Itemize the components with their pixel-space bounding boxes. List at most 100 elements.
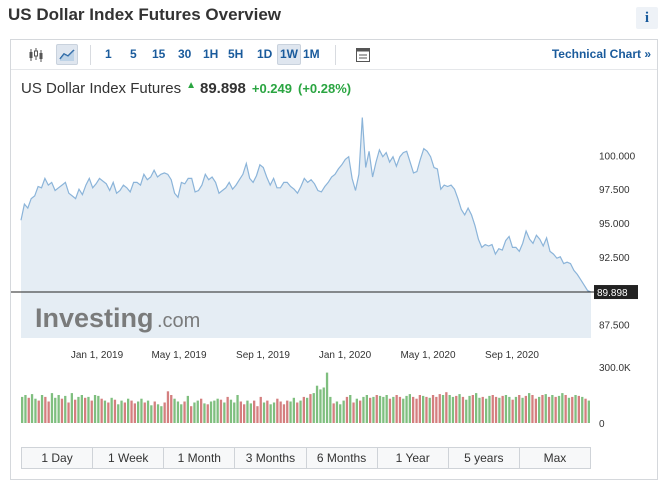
interval-1h[interactable]: 1H — [203, 47, 219, 61]
toolbar-separator — [90, 45, 91, 65]
volume-bar — [302, 396, 305, 423]
volume-bar — [541, 395, 544, 423]
volume-bar — [37, 400, 40, 423]
volume-bar — [528, 393, 531, 423]
volume-bar — [448, 395, 451, 423]
volume-bar — [209, 401, 213, 423]
volume-tick-label: 300.0K — [599, 363, 631, 374]
last-price-box — [594, 285, 638, 300]
volume-bar — [180, 404, 183, 423]
volume-bar — [146, 400, 150, 423]
volume-bar — [511, 399, 514, 423]
volume-bar — [319, 389, 322, 423]
volume-bar — [70, 393, 73, 423]
interval-1[interactable]: 1 — [105, 47, 112, 61]
volume-bar — [435, 396, 438, 423]
volume-bar — [127, 398, 130, 423]
volume-bar — [100, 398, 103, 423]
interval-30[interactable]: 30 — [178, 47, 192, 61]
range-button-5-years[interactable]: 5 years — [448, 448, 520, 468]
range-button-1-year[interactable]: 1 Year — [377, 448, 449, 468]
y-tick-label: 87.500 — [599, 320, 630, 331]
volume-bar — [408, 394, 411, 423]
range-button-6-months[interactable]: 6 Months — [306, 448, 378, 468]
volume-bar — [325, 372, 329, 423]
volume-bar — [524, 395, 527, 423]
line-chart-icon[interactable] — [56, 44, 78, 65]
volume-bar — [554, 396, 557, 423]
range-button-max[interactable]: Max — [519, 448, 590, 468]
price-change: +0.249 — [251, 81, 292, 96]
info-button[interactable]: i — [636, 7, 658, 29]
volume-bar — [557, 395, 561, 423]
volume-bar — [97, 395, 100, 423]
volume-bar — [309, 394, 312, 423]
price-chart[interactable]: 100.000 97.500 95.000 92.500 87.500 89.898 Inv… — [11, 40, 657, 440]
volume-bar — [518, 395, 521, 423]
interval-5[interactable]: 5 — [130, 47, 137, 61]
volume-bar — [296, 402, 299, 423]
range-button-3-months[interactable]: 3 Months — [235, 448, 307, 468]
x-tick-label: Sep 1, 2020 — [485, 350, 539, 361]
volume-bar — [93, 395, 97, 423]
interval-1d[interactable]: 1D — [257, 47, 273, 61]
page-title: US Dollar Index Futures Overview — [8, 5, 282, 24]
volume-bar — [322, 387, 325, 423]
volume-bar — [30, 394, 34, 423]
volume-bar — [415, 398, 418, 423]
volume-bar — [504, 395, 508, 423]
volume-bar — [156, 404, 160, 423]
volume-bar — [166, 391, 170, 423]
volume-bar — [233, 402, 236, 423]
time-range-selector: 1 Day 1 Week 1 Month 3 Months 6 Months 1 Year… — [21, 447, 591, 469]
price-change-percent: (+0.28%) — [298, 81, 352, 96]
volume-bar — [567, 397, 571, 423]
volume-bar — [587, 400, 590, 423]
quote-header: US Dollar Index Futures ▲ 89.898 +0.249 (+0.… — [21, 80, 351, 97]
volume-bar — [458, 394, 461, 423]
volume-bar — [226, 396, 229, 423]
volume-bar — [465, 399, 468, 423]
volume-bar — [236, 395, 239, 423]
volume-tick-label: 0 — [599, 419, 605, 430]
volume-bar — [27, 397, 30, 423]
candlestick-icon[interactable] — [25, 44, 47, 65]
volume-bar — [113, 399, 117, 423]
volume-bar — [349, 395, 352, 423]
volume-bar — [123, 402, 126, 423]
volume-bar — [392, 396, 395, 423]
volume-bar — [133, 403, 136, 423]
volume-bar — [369, 397, 372, 423]
table-icon[interactable] — [352, 44, 374, 65]
interval-5h[interactable]: 5H — [228, 47, 244, 61]
volume-bar — [80, 395, 83, 423]
y-tick-label: 97.500 — [599, 185, 630, 196]
interval-1w[interactable]: 1W — [277, 44, 301, 65]
volume-bar — [471, 395, 474, 423]
range-button-1-week[interactable]: 1 Week — [93, 448, 165, 468]
volume-bar — [501, 395, 504, 423]
volume-bar — [508, 396, 511, 423]
volume-bar — [498, 397, 501, 423]
y-tick-label: 100.000 — [599, 151, 636, 162]
volume-bar — [130, 400, 133, 423]
volume-bar — [173, 398, 176, 423]
volume-bar — [276, 398, 279, 423]
volume-bar — [286, 400, 289, 423]
volume-bar — [107, 402, 110, 423]
range-button-1-month[interactable]: 1 Month — [164, 448, 236, 468]
volume-bar — [190, 406, 193, 423]
volume-bar — [441, 395, 445, 423]
interval-1m[interactable]: 1M — [303, 47, 320, 61]
technical-chart-link[interactable]: Technical Chart » — [551, 47, 651, 61]
volume-bar — [362, 396, 365, 423]
volume-bar — [57, 395, 60, 423]
range-button-1-day[interactable]: 1 Day — [22, 448, 94, 468]
chart-widget: 1 5 15 30 1H 5H 1D 1W 1M Technical Chart » US Do… — [10, 39, 658, 480]
volume-bar — [538, 396, 541, 423]
interval-15[interactable]: 15 — [152, 47, 166, 61]
volume-bar — [577, 395, 580, 423]
volume-bar — [196, 400, 199, 423]
volume-bar — [153, 401, 156, 423]
volume-bar — [299, 400, 302, 423]
